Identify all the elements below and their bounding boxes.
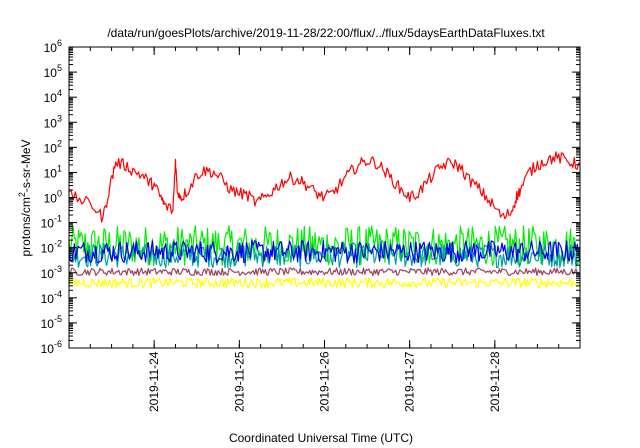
series-1-line — [68, 151, 581, 223]
x-tick-label: 2019-11-25 — [232, 351, 246, 412]
y-tick-label: 10-4 — [41, 289, 62, 306]
y-tick-label: 10-3 — [41, 264, 62, 281]
y-tick-label: 10-2 — [41, 239, 62, 256]
x-tick-label: 2019-11-24 — [147, 351, 161, 412]
chart-title: /data/run/goesPlots/archive/2019-11-28/2… — [107, 26, 545, 40]
x-axis-label: Coordinated Universal Time (UTC) — [229, 431, 413, 445]
y-tick-label: 100 — [44, 189, 62, 206]
y-tick-label: 10-5 — [41, 314, 62, 331]
y-tick-label: 102 — [44, 138, 62, 155]
x-tick-label: 2019-11-28 — [488, 351, 502, 412]
y-tick-label: 101 — [44, 163, 62, 180]
series-5-line — [68, 277, 581, 289]
y-tick-label: 103 — [44, 113, 62, 130]
series-6-line — [68, 267, 581, 277]
axis-layer: 10-6 10-5 10-4 10-3 10-2 10-1 100 101 102 103 104 1… — [41, 38, 581, 412]
x-tick-label: 2019-11-26 — [318, 351, 332, 412]
y-tick-label: 104 — [44, 88, 62, 105]
y-axis-label: protons/cm2-s-sr-MeV — [17, 139, 33, 256]
y-tick-label: 105 — [44, 63, 62, 80]
y-tick-label: 10-6 — [41, 339, 62, 356]
series-layer — [68, 151, 581, 289]
plot-frame — [68, 46, 581, 349]
y-tick-label: 106 — [44, 38, 62, 55]
y-tick-label: 10-1 — [41, 214, 62, 231]
series-4-line — [68, 239, 581, 264]
x-tick-label: 2019-11-27 — [403, 351, 417, 412]
